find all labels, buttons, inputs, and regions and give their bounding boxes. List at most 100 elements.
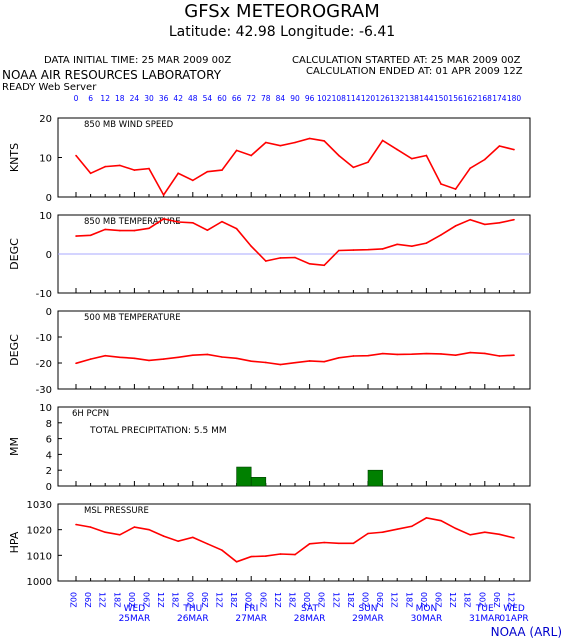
time-label: 12Z (331, 592, 340, 608)
data-point (411, 245, 413, 247)
forecast-hour-label: 42 (173, 94, 183, 103)
forecast-hour-label: 90 (290, 94, 300, 103)
data-point (440, 234, 442, 236)
data-point (279, 257, 282, 259)
panel-5: 1000 1010 1020 1030 HPA MSL PRESSURE (8, 500, 531, 588)
y-axis-label: DEGC (8, 238, 21, 270)
panel-3: -30 -20 -10 0 DEGC 500 MB TEMPERATURE (8, 307, 531, 396)
data-point (381, 248, 384, 250)
data-point (162, 194, 165, 196)
data-point (104, 531, 106, 534)
server-name: READY Web Server (2, 82, 97, 93)
date-label: 28MAR (294, 614, 326, 624)
y-axis-label: HPA (8, 531, 21, 553)
data-point (498, 145, 501, 147)
forecast-hour-label: 108 (332, 94, 347, 103)
time-label: 18Z (112, 592, 121, 608)
data-point (133, 526, 136, 528)
data-point (133, 229, 136, 232)
data-point (294, 256, 296, 259)
data-point (513, 537, 515, 539)
time-label: 00Z (69, 592, 78, 608)
panel-2: -10 0 10 DEGC 850 MB TEMPERATURE (8, 211, 531, 300)
data-point (454, 188, 457, 190)
date-label: 26MAR (177, 614, 209, 624)
y-tick-label: 1000 (27, 577, 52, 588)
forecast-hour-label: 96 (305, 94, 315, 103)
time-label: 06Z (434, 592, 443, 608)
time-label: 00Z (244, 592, 253, 608)
time-label: 06Z (200, 592, 209, 608)
data-point (235, 560, 238, 563)
forecast-hour-label: 168 (478, 94, 493, 103)
y-tick-label: 0 (46, 482, 52, 493)
data-point (352, 542, 355, 545)
data-point (411, 353, 413, 355)
data-point (162, 218, 165, 220)
data-point (148, 167, 150, 170)
data-point (294, 361, 296, 364)
data-point (367, 532, 369, 535)
time-label: 12Z (273, 592, 282, 608)
y-tick-label: 10 (39, 211, 52, 222)
data-point (265, 361, 267, 364)
data-point (367, 354, 369, 357)
data-point (440, 353, 442, 355)
date-axis: 00Z 06Z 12Z 18Z 00Z 06Z 12Z 18Z 00Z 06Z 12Z 18Z 00Z 0… (69, 592, 529, 624)
day-of-week-label: SUN (358, 604, 377, 614)
data-point (396, 148, 399, 151)
data-point (308, 542, 311, 545)
lab-name: NOAA AIR RESOURCES LABORATORY (2, 68, 222, 82)
data-point (235, 227, 238, 230)
data-point (265, 260, 267, 262)
y-tick-label: 10 (39, 154, 52, 165)
date-label: 27MAR (235, 614, 267, 624)
data-point (192, 179, 194, 182)
data-point (440, 519, 442, 522)
data-point (425, 352, 428, 355)
data-point (308, 137, 311, 140)
time-label: 18Z (463, 592, 472, 608)
data-point (177, 356, 179, 359)
coordinates-subtitle: Latitude: 42.98 Longitude: -6.41 (169, 24, 395, 40)
day-of-week-label: WED (124, 604, 146, 614)
data-point (513, 148, 515, 151)
forecast-hour-label: 78 (261, 94, 271, 103)
forecast-hour-label: 24 (130, 94, 140, 103)
data-point (89, 234, 92, 237)
data-point (119, 164, 121, 167)
data-point (192, 222, 194, 224)
data-point (250, 154, 252, 157)
data-point (133, 169, 136, 171)
time-label: 00Z (477, 592, 486, 608)
y-tick-label: -30 (36, 385, 52, 396)
data-point (221, 220, 223, 223)
data-point (89, 358, 92, 360)
forecast-hour-label: 72 (246, 94, 256, 103)
day-of-week-label: MON (416, 604, 438, 614)
data-point (352, 166, 355, 169)
data-point (323, 264, 326, 267)
data-point (221, 356, 223, 358)
date-label: 30MAR (411, 614, 443, 624)
time-label: 18Z (171, 592, 180, 608)
data-point (440, 183, 442, 185)
y-tick-label: -20 (36, 359, 52, 370)
time-label: 18Z (229, 592, 238, 608)
data-point (338, 249, 340, 252)
data-point (352, 355, 355, 357)
day-of-week-label: SAT (301, 604, 318, 614)
date-label: 31MAR (469, 614, 501, 624)
data-point (498, 222, 501, 224)
y-tick-label: 4 (46, 450, 52, 461)
data-point (250, 555, 252, 558)
forecast-hour-label: 180 (507, 94, 522, 103)
data-point (279, 553, 282, 555)
y-tick-label: 0 (46, 193, 52, 204)
y-tick-label: 0 (46, 307, 52, 318)
data-point (265, 555, 267, 557)
time-label: 06Z (258, 592, 267, 608)
data-point (206, 353, 209, 356)
data-point (162, 535, 165, 537)
